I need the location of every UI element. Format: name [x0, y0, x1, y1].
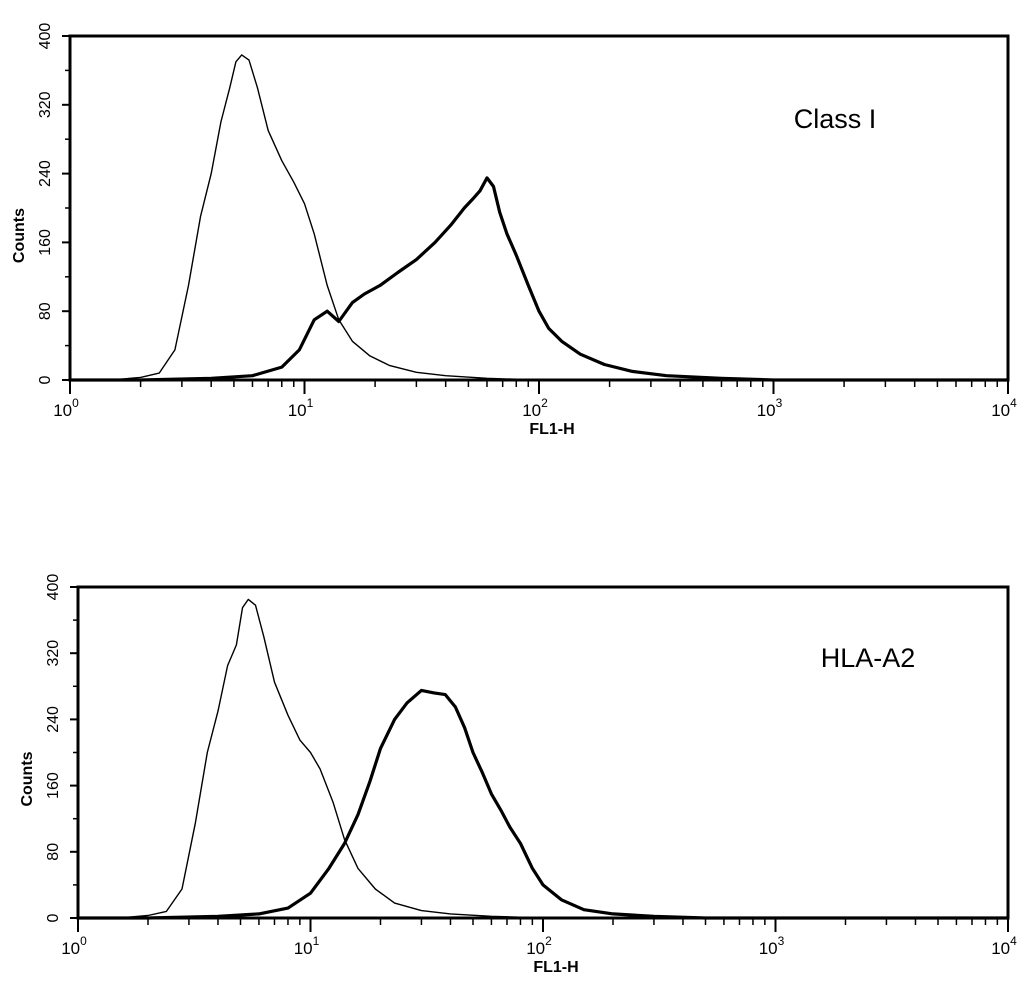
plot-frame — [76, 585, 1010, 920]
y-tick-label: 80 — [45, 843, 62, 861]
x-tick-exponent: 3 — [776, 396, 783, 410]
x-tick-label: 104 — [991, 396, 1017, 420]
panel-annotation: HLA-A2 — [821, 643, 916, 673]
x-tick-label: 103 — [759, 934, 785, 958]
x-tick-label: 101 — [294, 934, 320, 958]
stained-histogram-line — [70, 176, 1008, 382]
y-axis-label: Counts — [11, 208, 28, 263]
x-tick-exponent: 2 — [545, 934, 552, 948]
x-tick-base: 10 — [294, 939, 313, 958]
x-tick-base: 10 — [757, 401, 776, 420]
x-tick-exponent: 1 — [313, 934, 320, 948]
x-tick-label: 101 — [288, 396, 314, 420]
x-tick-base: 10 — [53, 401, 72, 420]
y-tick-label: 320 — [37, 91, 54, 118]
x-tick-base: 10 — [991, 939, 1010, 958]
plot-frame — [68, 34, 1010, 382]
y-tick-label: 400 — [37, 23, 54, 50]
y-tick-label: 240 — [37, 160, 54, 187]
x-tick-base: 10 — [526, 939, 545, 958]
x-tick-base: 10 — [991, 401, 1010, 420]
x-tick-label: 100 — [53, 396, 79, 420]
control-histogram-line — [70, 54, 1008, 381]
x-tick-label: 100 — [61, 934, 87, 958]
x-tick-exponent: 0 — [80, 934, 87, 948]
x-tick-exponent: 1 — [307, 396, 314, 410]
x-tick-label: 104 — [991, 934, 1017, 958]
x-tick-label: 102 — [526, 934, 552, 958]
x-tick-exponent: 4 — [1010, 396, 1017, 410]
x-tick-label: 103 — [757, 396, 783, 420]
y-tick-label: 320 — [45, 640, 62, 667]
y-tick-label: 0 — [37, 375, 54, 384]
hla-a2-panel: 100 101 102 103 104080160240320400FL1-HCount… — [19, 574, 1017, 976]
x-tick-base: 10 — [61, 939, 80, 958]
x-axis-label: FL1-H — [529, 421, 574, 438]
x-tick-base: 10 — [522, 401, 541, 420]
x-tick-exponent: 3 — [778, 934, 785, 948]
y-tick-label: 0 — [45, 913, 62, 922]
x-axis-label: FL1-H — [533, 959, 578, 976]
x-tick-base: 10 — [759, 939, 778, 958]
y-tick-label: 160 — [37, 229, 54, 256]
y-tick-label: 240 — [45, 706, 62, 733]
panel-annotation: Class I — [794, 104, 877, 134]
stained-histogram-line — [78, 688, 1008, 920]
control-histogram-line — [78, 598, 1008, 919]
x-tick-exponent: 4 — [1010, 934, 1017, 948]
x-tick-base: 10 — [288, 401, 307, 420]
class-i-panel: 100 101 102 103 104080160240320400FL1-HCount… — [11, 23, 1017, 438]
x-tick-label: 102 — [522, 396, 548, 420]
y-axis-label: Counts — [19, 751, 36, 806]
y-tick-label: 80 — [37, 302, 54, 320]
y-tick-label: 400 — [45, 574, 62, 601]
x-tick-exponent: 0 — [72, 396, 79, 410]
x-tick-exponent: 2 — [541, 396, 548, 410]
y-tick-label: 160 — [45, 772, 62, 799]
